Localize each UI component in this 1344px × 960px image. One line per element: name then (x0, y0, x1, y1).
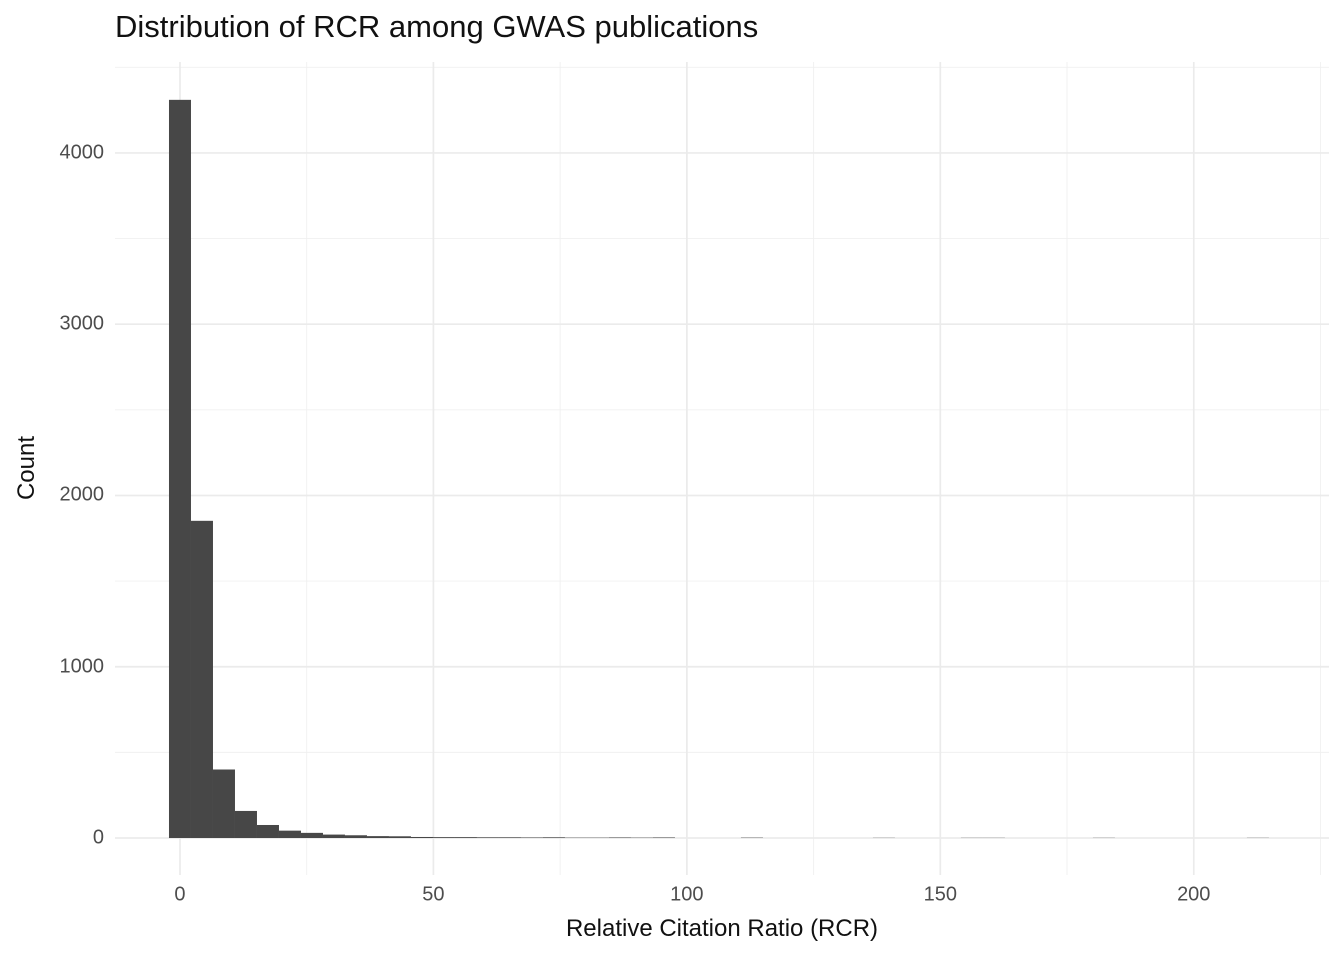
y-axis-title: Count (13, 435, 40, 501)
chart-title: Distribution of RCR among GWAS publicati… (115, 9, 759, 44)
histogram-bar (542, 837, 565, 839)
histogram-bar (498, 837, 521, 839)
histogram-bar (366, 836, 389, 839)
x-tick-label: 150 (923, 883, 957, 906)
histogram-bar (256, 824, 279, 839)
x-tick-label: 200 (1177, 883, 1211, 906)
histogram-bar (476, 837, 499, 839)
histogram-bar (410, 836, 433, 839)
x-tick-label: 0 (174, 883, 186, 906)
histogram-bar (322, 834, 345, 839)
histogram-bar (278, 830, 301, 839)
histogram-bar (432, 837, 455, 839)
histogram-bar (212, 769, 235, 839)
histogram-bar (652, 837, 675, 839)
y-tick-label: 4000 (59, 141, 105, 164)
y-tick-label: 1000 (59, 655, 105, 678)
y-tick-label: 2000 (59, 483, 105, 506)
y-tick-label: 0 (92, 826, 104, 849)
histogram-panel (115, 62, 1329, 875)
histogram-bar (388, 836, 411, 839)
x-tick-label: 50 (422, 883, 445, 906)
histogram-bar (454, 837, 477, 839)
histogram-bar (190, 520, 213, 839)
histogram-bar (300, 832, 323, 839)
x-tick-label: 100 (670, 883, 704, 906)
x-axis-title: Relative Citation Ratio (RCR) (565, 915, 879, 942)
histogram-bar (608, 837, 631, 839)
histogram-bar (344, 835, 367, 839)
histogram-bar (520, 837, 543, 839)
histogram-bar (234, 810, 257, 839)
histogram-bar (168, 99, 191, 839)
y-tick-label: 3000 (59, 312, 105, 335)
